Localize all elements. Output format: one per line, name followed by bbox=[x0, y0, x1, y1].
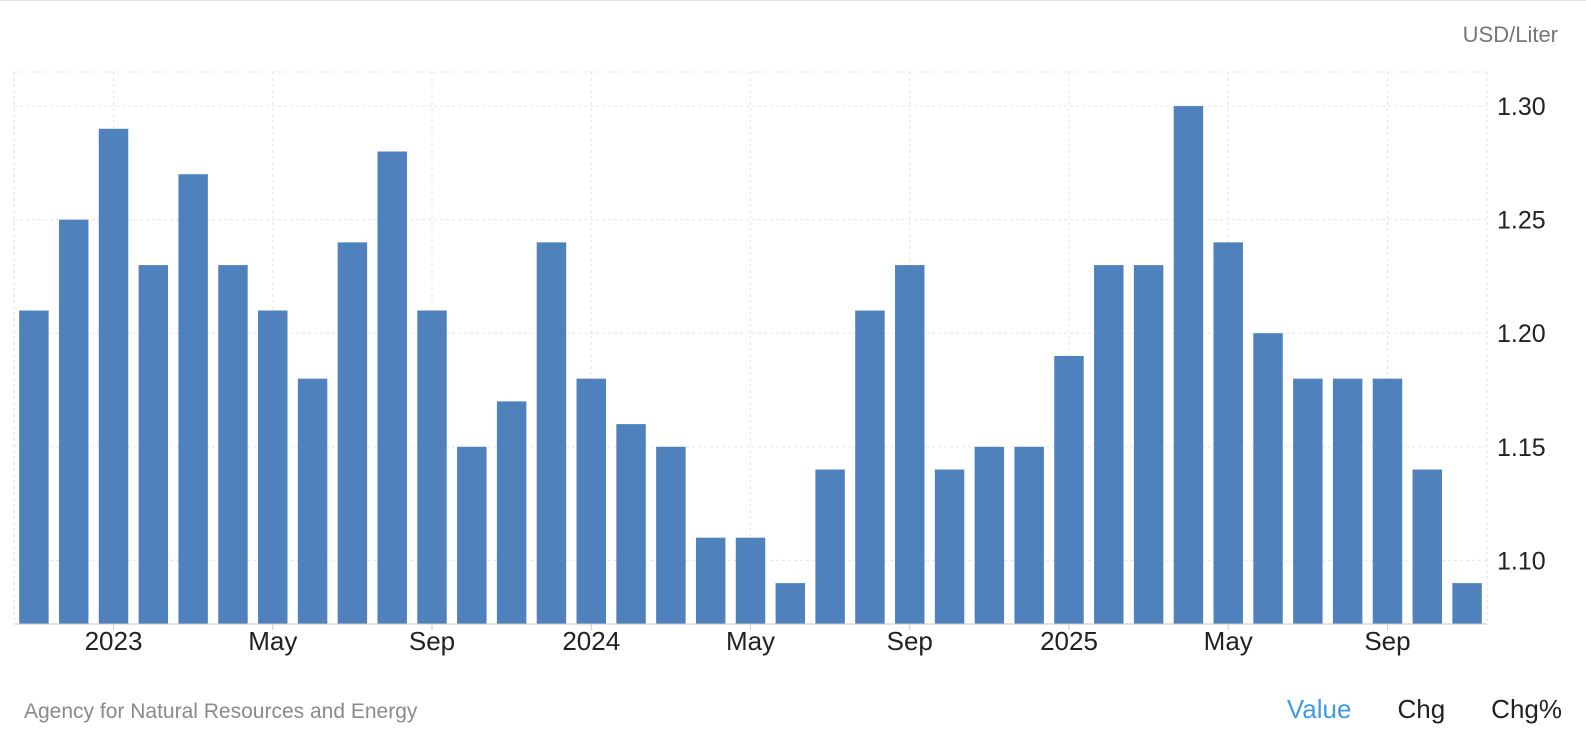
bar-2023-05[interactable] bbox=[178, 174, 208, 624]
bar-2025-12[interactable] bbox=[1412, 469, 1443, 624]
tab-chg[interactable]: Chg bbox=[1397, 694, 1446, 724]
bar-2024-03[interactable] bbox=[576, 378, 606, 624]
x-tick-label: 2023 bbox=[85, 626, 143, 656]
x-tick-label: May bbox=[726, 626, 775, 656]
y-tick-label: 1.30 bbox=[1497, 93, 1546, 121]
bar-2025-04[interactable] bbox=[1094, 265, 1124, 624]
x-tick-label: Sep bbox=[887, 626, 933, 656]
view-tabs: Value Chg Chg% bbox=[1241, 694, 1562, 725]
tab-value[interactable]: Value bbox=[1286, 694, 1352, 724]
bar-2025-06[interactable] bbox=[1173, 106, 1204, 624]
x-tick-label: Sep bbox=[1364, 626, 1410, 656]
x-tick-label: 2024 bbox=[562, 626, 620, 656]
bar-2025-05[interactable] bbox=[1133, 265, 1164, 624]
bar-2023-06[interactable] bbox=[218, 265, 248, 624]
bar-2025-07[interactable] bbox=[1213, 242, 1243, 625]
x-tick-label: 2025 bbox=[1040, 626, 1098, 656]
bar-series bbox=[19, 106, 1482, 625]
bar-2023-11[interactable] bbox=[417, 310, 447, 624]
bar-2024-11[interactable] bbox=[895, 265, 925, 624]
bar-2023-02[interactable] bbox=[58, 219, 89, 624]
bar-2023-10[interactable] bbox=[377, 151, 407, 625]
tab-chg-percent[interactable]: Chg% bbox=[1491, 694, 1562, 724]
bar-2023-08[interactable] bbox=[297, 378, 328, 624]
bar-2025-11[interactable] bbox=[1372, 378, 1403, 624]
bar-2023-04[interactable] bbox=[138, 265, 169, 624]
bar-2023-12[interactable] bbox=[457, 446, 487, 624]
bar-2024-05[interactable] bbox=[656, 446, 686, 624]
x-tick-label: May bbox=[248, 626, 297, 656]
source-label: Agency for Natural Resources and Energy bbox=[24, 700, 418, 723]
bar-2025-03[interactable] bbox=[1054, 355, 1084, 624]
bar-2023-07[interactable] bbox=[258, 310, 288, 624]
y-tick-label: 1.15 bbox=[1497, 434, 1546, 462]
y-tick-label: 1.10 bbox=[1497, 547, 1546, 575]
bar-2025-01[interactable] bbox=[974, 446, 1005, 624]
bar-2023-09[interactable] bbox=[337, 242, 368, 625]
bar-2023-01[interactable] bbox=[19, 310, 49, 624]
bar-2026-01[interactable] bbox=[1452, 583, 1482, 624]
x-tick-label: Sep bbox=[409, 626, 455, 656]
bar-2024-09[interactable] bbox=[815, 469, 845, 624]
bar-2025-02[interactable] bbox=[1014, 446, 1044, 624]
bar-2024-08[interactable] bbox=[775, 583, 806, 624]
bar-2024-01[interactable] bbox=[496, 401, 527, 624]
bar-2024-10[interactable] bbox=[855, 310, 885, 624]
y-tick-label: 1.25 bbox=[1497, 207, 1546, 235]
bar-2024-12[interactable] bbox=[934, 469, 965, 624]
bar-2025-10[interactable] bbox=[1332, 378, 1363, 624]
bar-2024-06[interactable] bbox=[695, 537, 726, 624]
bar-2024-02[interactable] bbox=[536, 242, 567, 625]
bar-2024-04[interactable] bbox=[616, 424, 646, 624]
bar-2025-09[interactable] bbox=[1293, 378, 1323, 624]
bar-2025-08[interactable] bbox=[1253, 333, 1283, 624]
axes: 1.10 1.15 1.20 1.25 1.30 2023 May Sep 2024 May Sep… bbox=[14, 93, 1546, 656]
unit-label: USD/Liter bbox=[1462, 22, 1558, 47]
bar-2023-03[interactable] bbox=[98, 128, 129, 624]
bar-2024-07[interactable] bbox=[735, 537, 766, 624]
y-tick-label: 1.20 bbox=[1497, 320, 1546, 348]
x-tick-label: May bbox=[1204, 626, 1253, 656]
